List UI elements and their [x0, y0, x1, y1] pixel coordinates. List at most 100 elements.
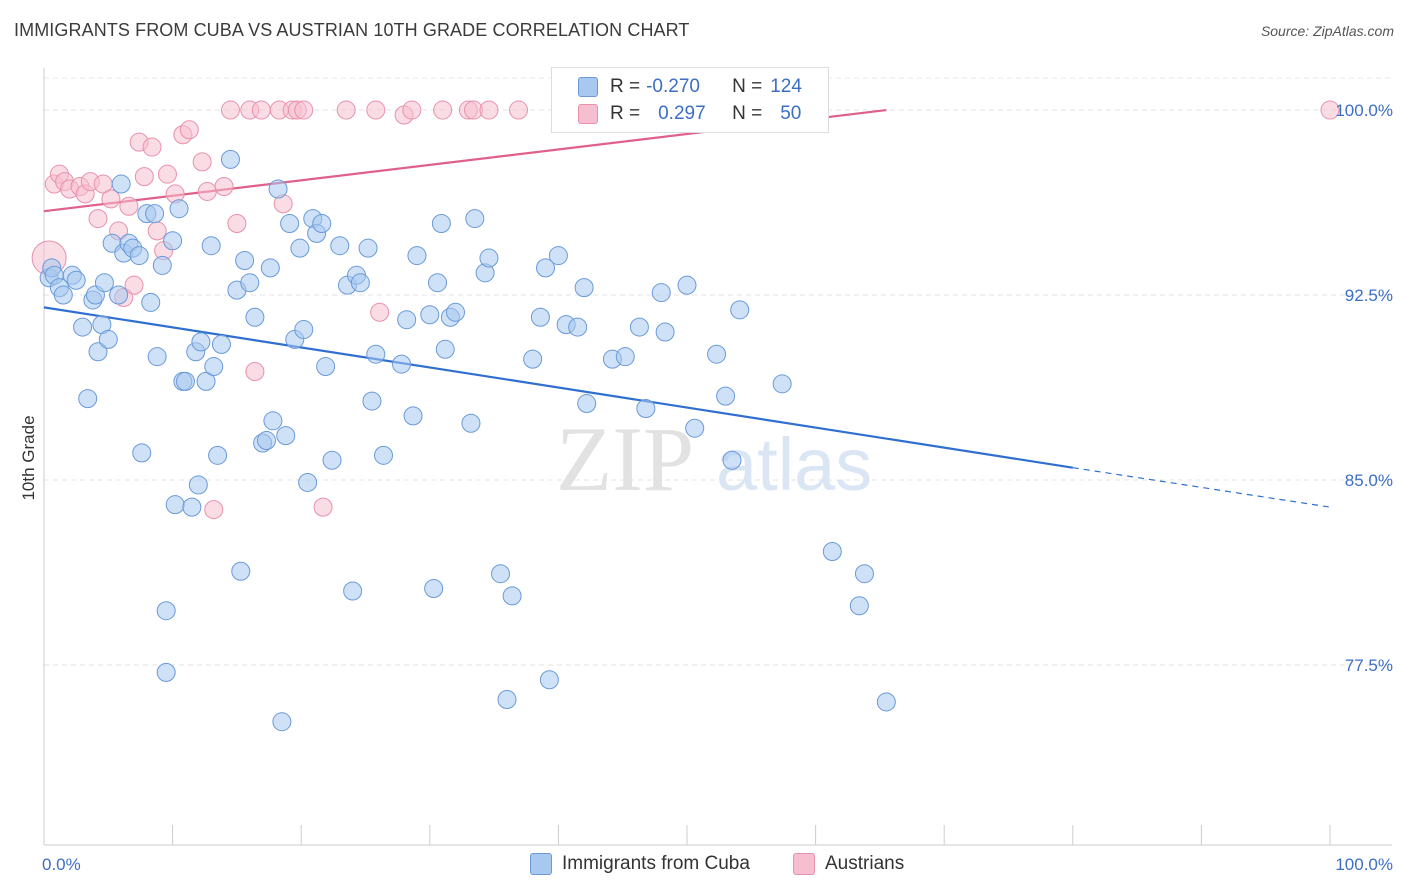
- data-point-austrians: [134, 167, 154, 187]
- data-point-cuba: [854, 564, 874, 584]
- data-point-cuba: [366, 344, 386, 364]
- data-point-cuba: [290, 238, 310, 258]
- data-point-cuba: [677, 275, 697, 295]
- data-point-austrians: [88, 209, 108, 229]
- data-point-cuba: [53, 285, 73, 305]
- data-point-cuba: [577, 394, 597, 414]
- data-point-austrians: [227, 214, 247, 234]
- bottom-legend-swatch-austrians: [793, 853, 815, 875]
- data-point-cuba: [428, 273, 448, 293]
- bottom-legend-label-austrians: Austrians: [825, 853, 905, 874]
- y-axis-label: 10th Grade: [19, 415, 38, 500]
- y-tick-label: 100.0%: [1335, 101, 1393, 120]
- data-point-cuba: [231, 561, 251, 581]
- bottom-legend-swatch-cuba: [530, 853, 552, 875]
- data-point-cuba: [574, 278, 594, 298]
- data-point-austrians: [479, 100, 499, 120]
- series-cuba: [39, 100, 896, 732]
- data-point-cuba: [111, 174, 131, 194]
- data-point-cuba: [201, 236, 221, 256]
- data-point-cuba: [343, 581, 363, 601]
- tick-labels: 77.5% 85.0% 92.5% 100.0% 0.0% 100.0%: [42, 101, 1393, 874]
- data-point-cuba: [245, 307, 265, 327]
- data-point-cuba: [403, 406, 423, 426]
- data-point-cuba: [152, 255, 172, 275]
- data-point-austrians: [220, 100, 240, 120]
- data-point-cuba: [655, 322, 675, 342]
- data-point-austrians: [214, 177, 234, 197]
- data-point-austrians: [119, 196, 139, 216]
- data-point-austrians: [313, 497, 333, 517]
- data-point-cuba: [280, 214, 300, 234]
- data-point-cuba: [169, 199, 189, 219]
- y-tick-label: 85.0%: [1345, 471, 1393, 490]
- x-tick-label: 0.0%: [42, 855, 81, 874]
- data-point-cuba: [615, 347, 635, 367]
- data-point-cuba: [407, 246, 427, 266]
- data-point-cuba: [530, 307, 550, 327]
- data-point-cuba: [568, 317, 588, 337]
- data-point-austrians: [433, 100, 453, 120]
- data-point-cuba: [502, 586, 522, 606]
- data-point-cuba: [196, 371, 216, 391]
- data-point-austrians: [1320, 100, 1340, 120]
- trend-line-cuba-extension: [1072, 467, 1331, 508]
- data-point-cuba: [465, 209, 485, 229]
- data-point-cuba: [268, 179, 288, 199]
- bottom-legend-label-cuba: Immigrants from Cuba: [562, 853, 750, 874]
- data-point-austrians: [142, 137, 162, 157]
- data-point-cuba: [461, 413, 481, 433]
- trend-line-cuba: [43, 306, 1073, 469]
- data-point-cuba: [98, 329, 118, 349]
- legend-r-value: -0.270: [646, 76, 700, 97]
- data-point-cuba: [629, 317, 649, 337]
- data-point-cuba: [772, 374, 792, 394]
- data-point-cuba: [651, 283, 671, 303]
- data-point-cuba: [156, 662, 176, 682]
- data-point-cuba: [420, 305, 440, 325]
- data-point-austrians: [204, 500, 224, 520]
- data-point-cuba: [94, 273, 114, 293]
- legend-r-value: 0.297: [658, 103, 706, 124]
- legend-n-value: 124: [770, 76, 802, 97]
- legend-r-label: R =: [610, 76, 641, 97]
- chart-title: IMMIGRANTS FROM CUBA VS AUSTRIAN 10TH GR…: [14, 20, 690, 40]
- data-point-cuba: [145, 204, 165, 224]
- data-point-austrians: [294, 100, 314, 120]
- source-label: Source: ZipAtlas.com: [1260, 23, 1394, 39]
- data-point-cuba: [707, 344, 727, 364]
- watermark-zip: ZIP: [556, 408, 694, 510]
- data-point-cuba: [358, 238, 378, 258]
- data-point-cuba: [132, 443, 152, 463]
- data-point-cuba: [822, 542, 842, 562]
- data-point-austrians: [251, 100, 271, 120]
- data-point-cuba: [312, 214, 332, 234]
- data-point-cuba: [256, 431, 276, 451]
- y-tick-label: 77.5%: [1345, 656, 1393, 675]
- data-point-cuba: [479, 248, 499, 268]
- data-point-austrians: [157, 164, 177, 184]
- data-point-cuba: [156, 601, 176, 621]
- data-point-cuba: [73, 317, 93, 337]
- y-tick-label: 92.5%: [1345, 286, 1393, 305]
- bottom-legend-austrians: Austrians: [793, 851, 904, 877]
- data-point-cuba: [876, 692, 896, 712]
- data-point-austrians: [245, 361, 265, 381]
- data-point-cuba: [240, 273, 260, 293]
- data-point-cuba: [374, 445, 394, 465]
- data-point-cuba: [330, 236, 350, 256]
- bottom-legend-cuba: Immigrants from Cuba: [530, 851, 750, 877]
- legend-n-value: 50: [780, 103, 802, 124]
- data-point-cuba: [497, 689, 517, 709]
- legend-row-cuba: R = -0.270 N = 124: [578, 74, 802, 100]
- data-point-cuba: [147, 347, 167, 367]
- data-point-austrians: [370, 302, 390, 322]
- data-point-cuba: [141, 292, 161, 312]
- watermark-atlas: atlas: [716, 423, 872, 506]
- data-point-cuba: [235, 251, 255, 271]
- data-point-cuba: [397, 310, 417, 330]
- data-point-austrians: [192, 152, 212, 172]
- data-point-cuba: [716, 386, 736, 406]
- data-point-cuba: [491, 564, 511, 584]
- data-point-cuba: [435, 339, 455, 359]
